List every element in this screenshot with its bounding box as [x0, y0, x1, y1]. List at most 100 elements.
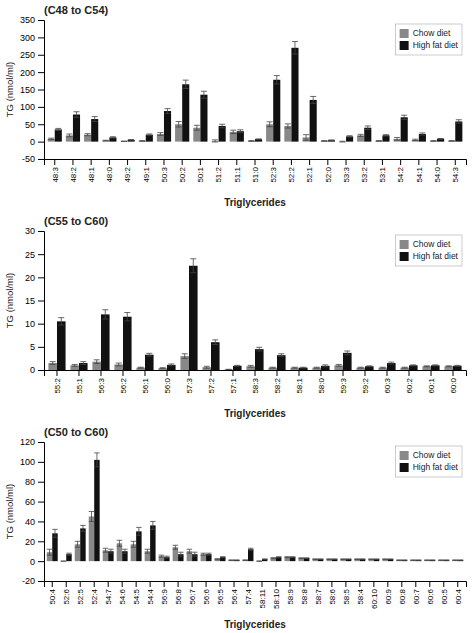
legend-swatch: [400, 451, 409, 460]
tick-label: 53:2: [360, 166, 369, 182]
legend: Chow dietHigh fat diet: [396, 446, 462, 477]
error-bar: [368, 558, 373, 559]
error-bar: [50, 362, 56, 365]
tick-mark: [401, 581, 402, 587]
tick: 55:1: [75, 370, 84, 394]
bar: [409, 365, 418, 370]
tick-mark: [418, 159, 419, 165]
tick: 60:5: [440, 581, 449, 605]
error-bar: [303, 135, 309, 141]
tick-mark: [100, 370, 101, 376]
tick: 57:1: [229, 370, 238, 394]
tick: 57:4: [244, 581, 253, 605]
bar: [80, 528, 85, 561]
error-bar: [183, 80, 189, 88]
error-bar: [310, 96, 316, 103]
tick-mark: [400, 159, 401, 165]
tick-label: 51:1: [233, 166, 242, 182]
tick: 54:6: [118, 581, 127, 605]
x-axis-title: Triglycerides: [224, 408, 286, 419]
error-bar: [237, 130, 243, 133]
tick-label: 25: [25, 250, 35, 260]
axis-line: [38, 21, 45, 160]
tick-mark: [38, 462, 44, 463]
tick: 0: [30, 365, 44, 375]
tick: 51:0: [251, 159, 260, 183]
tick: 60:8: [398, 581, 407, 605]
bar: [55, 129, 62, 141]
tick: 0: [30, 137, 44, 147]
panel: 05101520253055:255:156:356:256:156:057:3…: [4, 215, 466, 419]
error-bar: [117, 540, 122, 546]
error-bar: [449, 140, 455, 142]
tick-label: 48:1: [87, 166, 96, 182]
bar: [412, 140, 419, 142]
bar: [453, 366, 462, 370]
error-bar: [410, 364, 416, 366]
tick-mark: [127, 159, 128, 165]
error-bar: [298, 557, 303, 559]
bar: [120, 141, 127, 142]
bar: [452, 560, 457, 562]
tick-label: 56:2: [119, 377, 128, 393]
tick-mark: [273, 159, 274, 165]
tick: 50:2: [178, 159, 187, 183]
bar: [268, 368, 277, 370]
tick-mark: [409, 370, 410, 376]
tick-mark: [359, 581, 360, 587]
tick: 49:2: [123, 159, 132, 183]
tick-label: 54:6: [118, 588, 127, 604]
error-bar: [444, 559, 449, 560]
error-bar: [47, 549, 52, 555]
tick-mark: [38, 55, 44, 56]
error-bar: [262, 558, 267, 559]
tick-mark: [178, 581, 179, 587]
tick: 56:1: [141, 370, 150, 394]
tick-label: 54:1: [415, 166, 424, 182]
tick-mark: [220, 581, 221, 587]
bar: [164, 111, 171, 142]
legend-label: High fat diet: [413, 251, 459, 261]
bar: [437, 139, 444, 142]
bar: [70, 365, 79, 370]
bar: [189, 266, 198, 370]
tick-mark: [261, 581, 262, 587]
tick-label: -50: [22, 154, 35, 164]
tick: 50:4: [48, 581, 57, 605]
legend-label: Chow diet: [413, 450, 451, 460]
tick-label: 56:1: [141, 377, 150, 393]
tick-label: 60:9: [384, 588, 393, 604]
legend: Chow dietHigh fat diet: [396, 235, 462, 266]
plot-area: -2002040608010012050:452:652:552:454:754…: [20, 437, 467, 609]
tick: 51:2: [214, 159, 223, 183]
error-bar: [122, 549, 127, 553]
tick-label: 56:7: [188, 588, 197, 604]
error-bar: [446, 365, 452, 367]
title: (C55 to C60): [44, 215, 109, 227]
legend-swatch: [400, 41, 409, 50]
bar: [234, 560, 239, 562]
legend-label: High fat diet: [413, 40, 459, 50]
error-bar: [173, 545, 178, 549]
error-bar: [94, 360, 100, 364]
tick-mark: [38, 90, 44, 91]
bar: [430, 140, 437, 142]
tick-label: 55:2: [53, 377, 62, 393]
tick: 60:6: [426, 581, 435, 605]
x-axis-title: Triglycerides: [224, 197, 286, 208]
tick: 58:9: [286, 581, 295, 605]
bar: [304, 558, 309, 561]
tick-mark: [331, 581, 332, 587]
tick-mark: [122, 581, 123, 587]
tick: 58:1: [295, 370, 304, 394]
tick: 48:3: [51, 159, 60, 183]
tick-label: 50:2: [178, 166, 187, 182]
error-bar: [58, 318, 64, 325]
tick: 100: [20, 102, 44, 112]
bar: [102, 141, 109, 142]
tick: 52:4: [90, 581, 99, 605]
bar: [243, 560, 248, 562]
tick-mark: [387, 370, 388, 376]
tick: 52:5: [76, 581, 85, 605]
bar: [146, 135, 153, 142]
